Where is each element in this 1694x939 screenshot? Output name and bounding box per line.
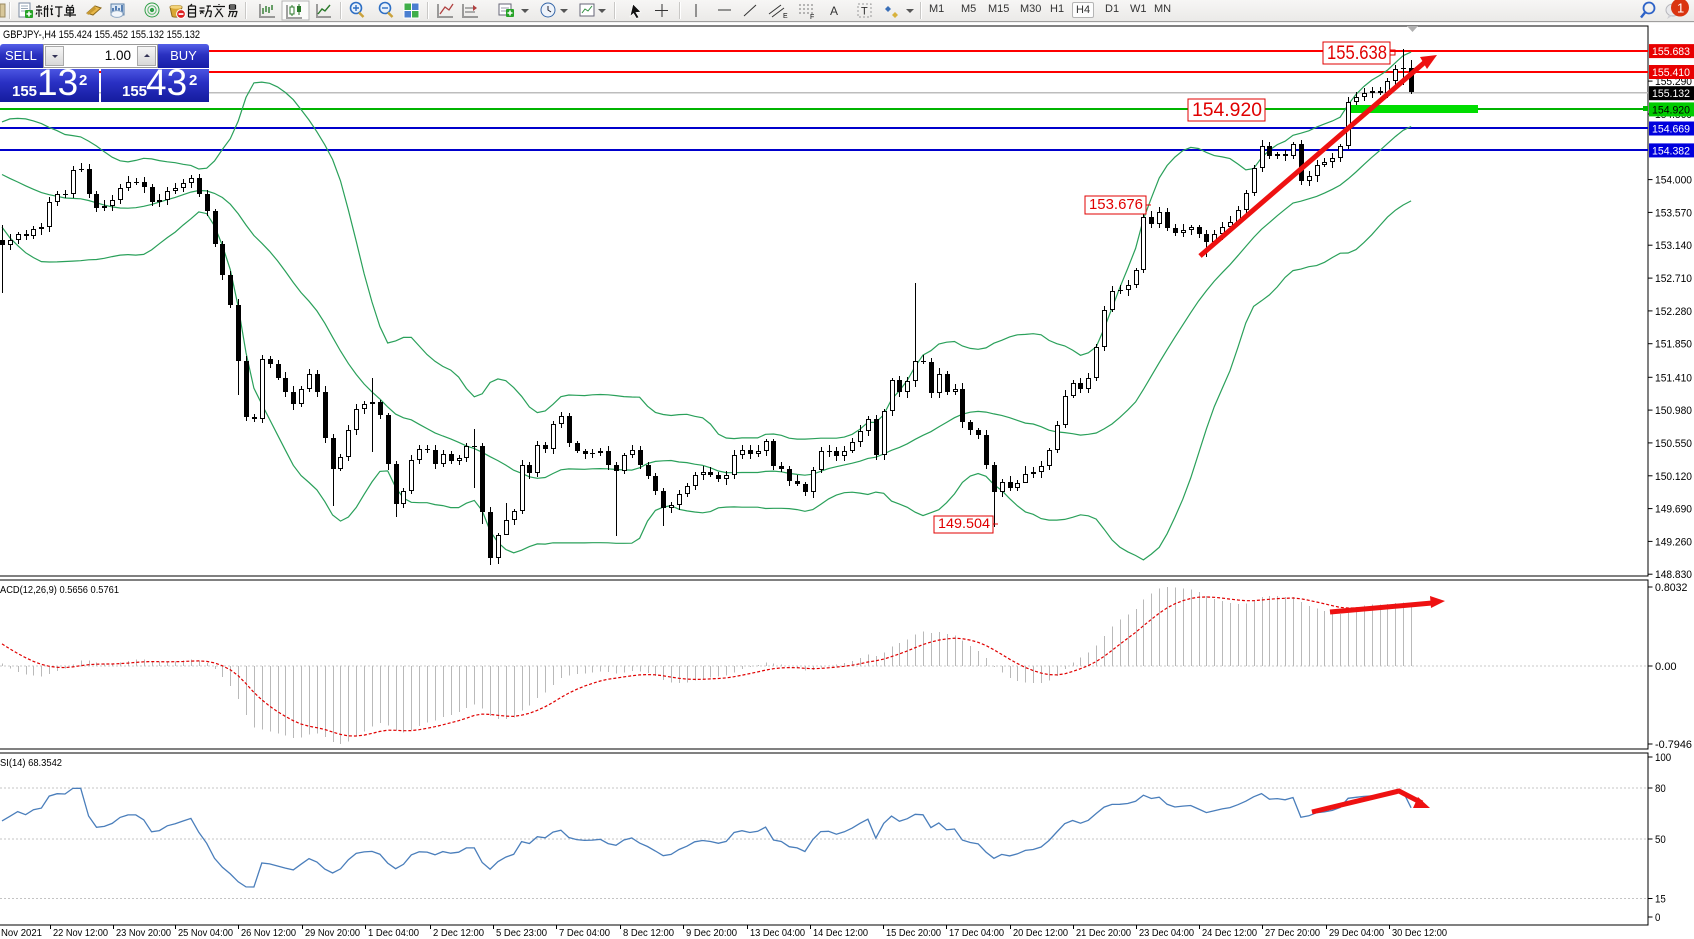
svg-text:50: 50 xyxy=(1655,834,1666,846)
svg-text:8 Dec 12:00: 8 Dec 12:00 xyxy=(623,928,674,939)
svg-text:22 Nov 12:00: 22 Nov 12:00 xyxy=(53,928,108,939)
svg-text:SI(14) 68.3542: SI(14) 68.3542 xyxy=(0,757,62,769)
svg-text:F: F xyxy=(810,14,814,21)
svg-text:148.830: 148.830 xyxy=(1655,569,1692,581)
svg-text:154.920: 154.920 xyxy=(1652,104,1690,116)
svg-text:154.669: 154.669 xyxy=(1652,124,1690,136)
svg-text:14 Dec 12:00: 14 Dec 12:00 xyxy=(813,928,868,939)
svg-text:E: E xyxy=(783,13,788,20)
svg-text:150.550: 150.550 xyxy=(1655,438,1692,450)
svg-text:1: 1 xyxy=(1677,1,1684,16)
svg-text:-0.7946: -0.7946 xyxy=(1655,739,1692,751)
svg-text:1 Dec 04:00: 1 Dec 04:00 xyxy=(368,928,419,939)
svg-text:152.710: 152.710 xyxy=(1655,273,1692,285)
svg-text:T: T xyxy=(861,6,868,18)
svg-text:150.980: 150.980 xyxy=(1655,405,1692,417)
svg-text:155.683: 155.683 xyxy=(1652,46,1690,58)
svg-text:154.920: 154.920 xyxy=(1192,100,1262,121)
svg-text:152.280: 152.280 xyxy=(1655,306,1692,318)
svg-text:155.132: 155.132 xyxy=(1652,88,1690,100)
svg-text:27 Dec 20:00: 27 Dec 20:00 xyxy=(1265,928,1320,939)
svg-text:0.00: 0.00 xyxy=(1655,661,1677,673)
svg-text:A: A xyxy=(830,4,838,18)
svg-text:23 Dec 04:00: 23 Dec 04:00 xyxy=(1139,928,1194,939)
svg-text:9 Dec 20:00: 9 Dec 20:00 xyxy=(686,928,737,939)
svg-text:15: 15 xyxy=(1655,894,1666,906)
svg-text:GBPJPY-,H4 155.424 155.452 15: GBPJPY-,H4 155.424 155.452 155.132 155.1… xyxy=(3,29,200,41)
svg-text:24 Dec 12:00: 24 Dec 12:00 xyxy=(1202,928,1257,939)
svg-text:29 Nov 20:00: 29 Nov 20:00 xyxy=(305,928,360,939)
svg-text:100: 100 xyxy=(1655,752,1671,764)
svg-text:0.8032: 0.8032 xyxy=(1655,582,1687,594)
svg-text:151.850: 151.850 xyxy=(1655,339,1692,351)
svg-text:151.410: 151.410 xyxy=(1655,372,1692,384)
svg-text:149.690: 149.690 xyxy=(1655,504,1692,516)
svg-text:155.638: 155.638 xyxy=(1327,43,1387,64)
svg-text:154.000: 154.000 xyxy=(1655,175,1692,187)
svg-text:155.290: 155.290 xyxy=(1655,76,1692,88)
svg-text:7 Dec 04:00: 7 Dec 04:00 xyxy=(559,928,610,939)
svg-text:2 Dec 12:00: 2 Dec 12:00 xyxy=(433,928,484,939)
svg-text:153.570: 153.570 xyxy=(1655,207,1692,219)
svg-text:21 Dec 20:00: 21 Dec 20:00 xyxy=(1076,928,1131,939)
svg-text:80: 80 xyxy=(1655,783,1666,795)
svg-text:153.140: 153.140 xyxy=(1655,240,1692,252)
svg-text:150.120: 150.120 xyxy=(1655,471,1692,483)
svg-text:30 Dec 12:00: 30 Dec 12:00 xyxy=(1392,928,1447,939)
svg-text:149.504: 149.504 xyxy=(938,515,990,531)
svg-text:5 Dec 23:00: 5 Dec 23:00 xyxy=(496,928,547,939)
svg-text:25 Nov 04:00: 25 Nov 04:00 xyxy=(178,928,233,939)
svg-text:15 Dec 20:00: 15 Dec 20:00 xyxy=(886,928,941,939)
svg-text:0: 0 xyxy=(1655,912,1660,924)
svg-text:153.676: 153.676 xyxy=(1089,196,1143,213)
svg-text:155.410: 155.410 xyxy=(1652,67,1690,79)
svg-text:26 Nov 12:00: 26 Nov 12:00 xyxy=(241,928,296,939)
svg-text:Nov 2021: Nov 2021 xyxy=(1,928,42,939)
svg-text:ACD(12,26,9) 0.5656 0.5761: ACD(12,26,9) 0.5656 0.5761 xyxy=(0,584,119,596)
svg-text:149.260: 149.260 xyxy=(1655,536,1692,548)
svg-text:17 Dec 04:00: 17 Dec 04:00 xyxy=(949,928,1004,939)
svg-text:20 Dec 12:00: 20 Dec 12:00 xyxy=(1013,928,1068,939)
svg-text:154.382: 154.382 xyxy=(1652,145,1690,157)
svg-text:13 Dec 04:00: 13 Dec 04:00 xyxy=(750,928,805,939)
svg-text:23 Nov 20:00: 23 Nov 20:00 xyxy=(116,928,171,939)
svg-text:29 Dec 04:00: 29 Dec 04:00 xyxy=(1329,928,1384,939)
